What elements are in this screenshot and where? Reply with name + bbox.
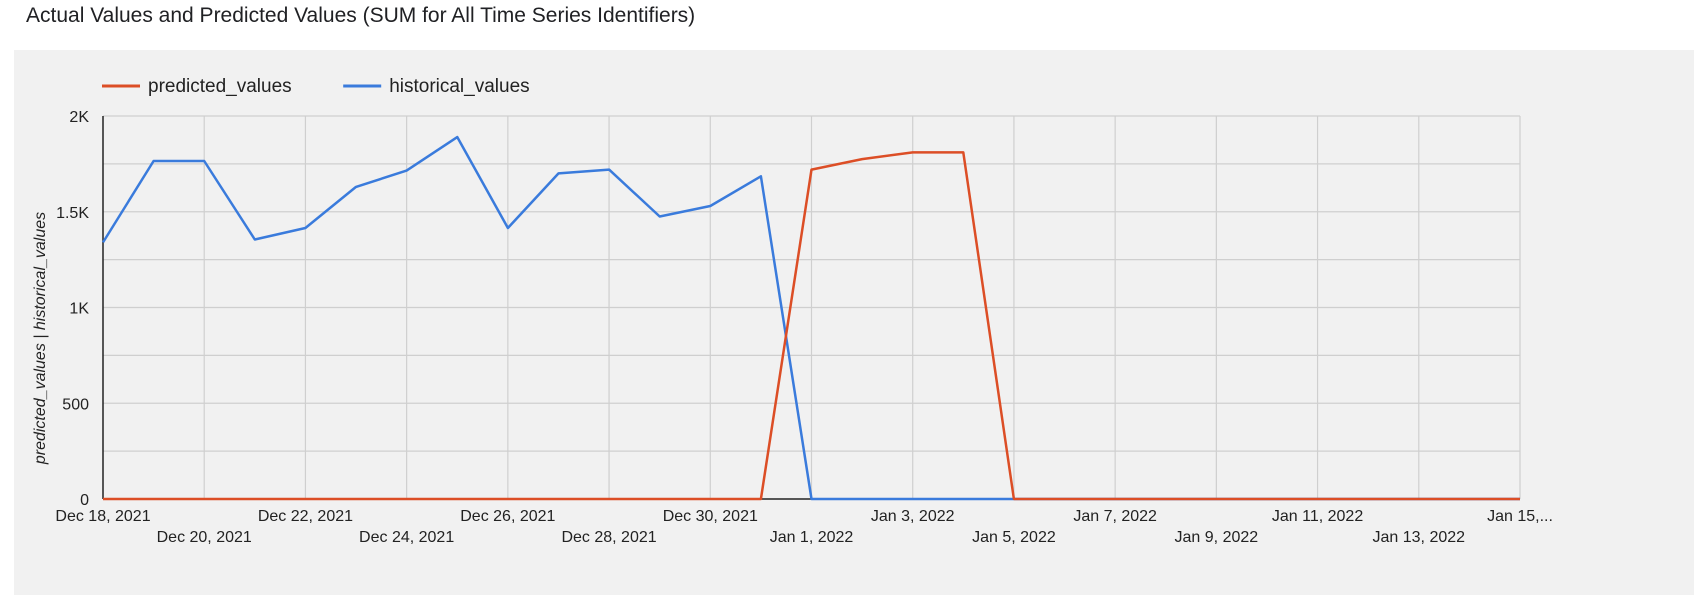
y-tick-label: 1K [69, 301, 89, 318]
series-line-predicted-values [103, 151, 1520, 501]
x-tick-label: Jan 11, 2022 [1272, 508, 1363, 525]
x-tick-label: Dec 22, 2021 [258, 508, 353, 525]
x-tick-label: Dec 26, 2021 [460, 508, 555, 525]
legend-label-historical-values: historical_values [389, 76, 529, 97]
chart-panel: predicted_values historical_values 0 500 1K… [14, 50, 1694, 595]
line-chart: predicted_values historical_values 0 500 1K… [32, 76, 1553, 546]
series-lines [101, 135, 1520, 501]
x-tick-label: Jan 13, 2022 [1373, 529, 1466, 546]
x-tick-label: Dec 20, 2021 [157, 529, 252, 546]
grid [103, 115, 1521, 499]
x-tick-label: Jan 9, 2022 [1175, 529, 1259, 546]
y-tick-label: 500 [62, 396, 89, 413]
y-axis-label: predicted_values | historical_values [32, 212, 49, 465]
y-tick-label: 1.5K [56, 205, 89, 222]
x-tick-label: Jan 5, 2022 [972, 529, 1056, 546]
y-tick-label: 2K [69, 109, 89, 126]
y-tick-label: 0 [80, 492, 89, 509]
legend: predicted_values historical_values [102, 76, 530, 97]
x-tick-label: Jan 3, 2022 [871, 508, 955, 525]
x-axis-ticks: Dec 18, 2021 Dec 20, 2021 Dec 22, 2021 Dec … [55, 508, 1553, 546]
x-tick-label: Jan 15,... [1487, 508, 1553, 525]
legend-label-predicted-values: predicted_values [148, 76, 292, 97]
x-tick-label: Jan 7, 2022 [1073, 508, 1157, 525]
chart-title: Actual Values and Predicted Values (SUM … [26, 4, 696, 27]
y-axis-ticks: 0 500 1K 1.5K 2K [56, 109, 89, 509]
x-tick-label: Dec 18, 2021 [55, 508, 150, 525]
x-tick-label: Dec 28, 2021 [561, 529, 656, 546]
x-tick-label: Dec 24, 2021 [359, 529, 454, 546]
x-tick-label: Dec 30, 2021 [663, 508, 758, 525]
x-tick-label: Jan 1, 2022 [770, 529, 854, 546]
